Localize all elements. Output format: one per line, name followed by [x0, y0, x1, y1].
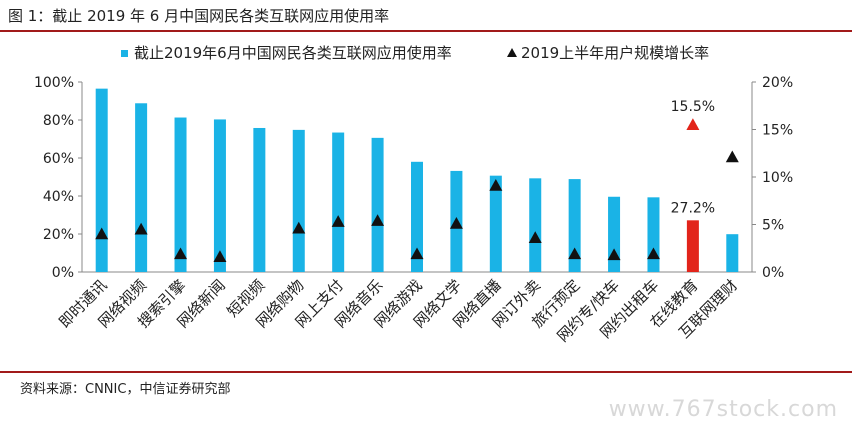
growth-marker — [725, 150, 739, 163]
growth-marker — [95, 227, 109, 240]
right-tick-label: 15% — [762, 123, 793, 139]
source-note: 资料来源：CNNIC，中信证券研究部 — [20, 382, 231, 397]
bar — [292, 129, 305, 272]
figure-title: 图 1：截止 2019 年 6 月中国网民各类互联网应用使用率 — [8, 7, 390, 25]
left-tick-label: 20% — [43, 227, 74, 243]
legend-label-marker: 2019上半年用户规模增长率 — [521, 44, 709, 62]
bar — [608, 196, 621, 272]
growth-marker — [528, 231, 542, 243]
bar — [568, 179, 581, 272]
growth-marker — [410, 247, 424, 260]
watermark: www.767stock.com — [608, 397, 838, 422]
left-tick-label: 80% — [43, 113, 74, 129]
bar — [95, 88, 108, 273]
bar — [174, 117, 187, 272]
growth-marker — [489, 179, 503, 191]
top-rule — [0, 30, 852, 32]
growth-marker — [174, 247, 188, 260]
bar — [213, 119, 226, 273]
growth-marker — [371, 214, 385, 226]
right-tick-label: 10% — [762, 170, 793, 186]
bar — [253, 127, 266, 272]
bottom-rule — [0, 371, 852, 373]
legend-label-bar: 截止2019年6月中国网民各类互联网应用使用率 — [134, 44, 452, 62]
bar — [529, 178, 542, 272]
growth-marker — [646, 247, 660, 260]
bar — [411, 161, 423, 272]
bar — [726, 234, 739, 272]
left-tick-label: 40% — [43, 189, 74, 205]
growth-marker — [568, 247, 582, 260]
growth-marker — [449, 217, 463, 229]
legend-swatch-bar — [121, 50, 128, 57]
growth-marker — [607, 248, 621, 261]
growth-marker — [292, 221, 306, 234]
left-tick-label: 60% — [43, 151, 74, 167]
bar — [647, 197, 660, 272]
right-tick-label: 5% — [762, 218, 784, 234]
right-tick-label: 20% — [762, 75, 793, 91]
bar — [371, 137, 384, 272]
bar — [686, 220, 699, 272]
bar — [332, 132, 345, 272]
bar — [135, 103, 148, 272]
data-label: 15.5% — [671, 99, 715, 115]
growth-marker — [213, 250, 227, 262]
left-tick-label: 0% — [52, 265, 74, 281]
bar — [489, 175, 502, 272]
growth-marker — [331, 215, 345, 227]
growth-marker — [134, 222, 148, 235]
right-tick-label: 0% — [762, 265, 784, 281]
legend-swatch-marker — [507, 48, 517, 57]
growth-marker — [686, 118, 700, 130]
data-label: 27.2% — [671, 200, 715, 216]
left-tick-label: 100% — [34, 75, 74, 91]
